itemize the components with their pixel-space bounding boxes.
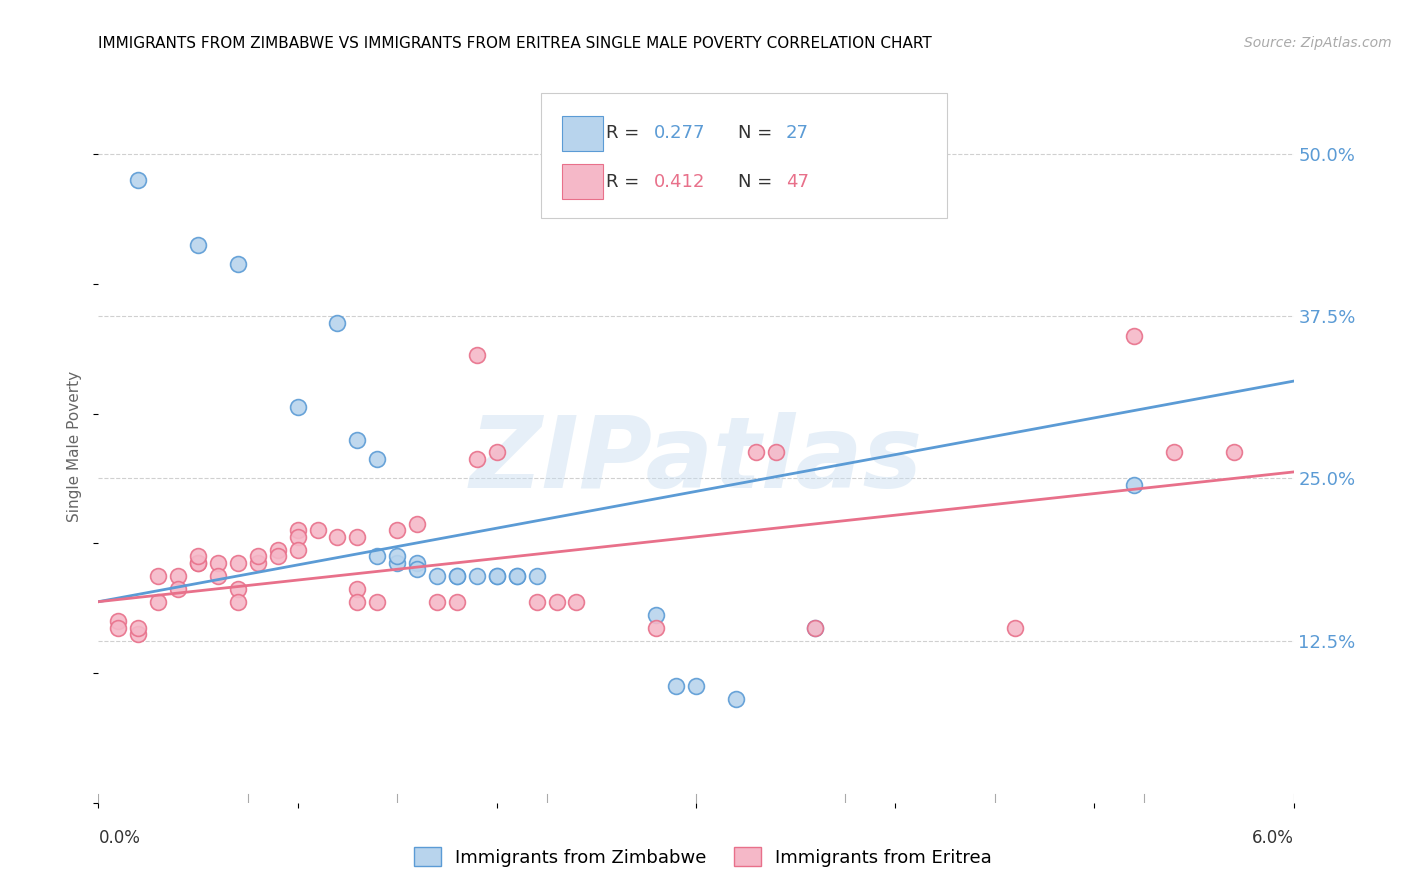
Point xyxy=(346,530,368,544)
Point xyxy=(446,568,468,582)
Point xyxy=(506,568,529,582)
Point xyxy=(187,556,209,570)
Point xyxy=(406,556,429,570)
Point xyxy=(107,621,129,635)
Text: 0.412: 0.412 xyxy=(654,173,706,191)
Point xyxy=(565,595,588,609)
Point xyxy=(426,568,449,582)
Point xyxy=(645,607,668,622)
FancyBboxPatch shape xyxy=(562,116,603,152)
Text: Source: ZipAtlas.com: Source: ZipAtlas.com xyxy=(1244,36,1392,50)
Point xyxy=(107,614,129,628)
Text: ZIPatlas: ZIPatlas xyxy=(470,412,922,508)
Point xyxy=(426,595,449,609)
Text: N =: N = xyxy=(738,125,778,143)
Point xyxy=(1223,445,1246,459)
Point xyxy=(526,595,548,609)
Text: 0.277: 0.277 xyxy=(654,125,706,143)
Text: IMMIGRANTS FROM ZIMBABWE VS IMMIGRANTS FROM ERITREA SINGLE MALE POVERTY CORRELAT: IMMIGRANTS FROM ZIMBABWE VS IMMIGRANTS F… xyxy=(98,36,932,51)
Point xyxy=(665,679,688,693)
Point xyxy=(226,582,249,596)
Point xyxy=(745,445,768,459)
Point xyxy=(307,524,329,538)
Point xyxy=(446,595,468,609)
Point xyxy=(546,595,568,609)
Point xyxy=(765,445,787,459)
Point xyxy=(1004,621,1026,635)
Point xyxy=(446,568,468,582)
Point xyxy=(246,549,269,564)
Point xyxy=(226,595,249,609)
Point xyxy=(326,316,349,330)
Point xyxy=(207,568,229,582)
Point xyxy=(287,524,309,538)
Point xyxy=(148,568,170,582)
Point xyxy=(1123,328,1146,343)
Point xyxy=(385,524,409,538)
Point xyxy=(506,568,529,582)
Point xyxy=(645,621,668,635)
Legend: Immigrants from Zimbabwe, Immigrants from Eritrea: Immigrants from Zimbabwe, Immigrants fro… xyxy=(406,840,1000,874)
Point xyxy=(187,556,209,570)
Point xyxy=(1163,445,1185,459)
Text: R =: R = xyxy=(606,173,645,191)
Point xyxy=(366,595,388,609)
Text: 6.0%: 6.0% xyxy=(1251,829,1294,847)
FancyBboxPatch shape xyxy=(540,93,948,218)
Point xyxy=(187,238,209,252)
Point xyxy=(465,568,488,582)
Point xyxy=(465,348,488,362)
Point xyxy=(385,549,409,564)
Point xyxy=(187,549,209,564)
Point xyxy=(804,621,827,635)
Point xyxy=(385,556,409,570)
Point xyxy=(346,582,368,596)
Point xyxy=(127,627,149,641)
Point xyxy=(366,549,388,564)
Point xyxy=(326,530,349,544)
Point xyxy=(226,556,249,570)
Point xyxy=(485,568,508,582)
Point xyxy=(465,452,488,467)
Point xyxy=(207,556,229,570)
Text: 27: 27 xyxy=(786,125,808,143)
Point xyxy=(406,516,429,531)
Point xyxy=(167,582,190,596)
Point xyxy=(267,549,290,564)
FancyBboxPatch shape xyxy=(562,164,603,199)
Point xyxy=(1123,478,1146,492)
Point xyxy=(127,173,149,187)
Point xyxy=(148,595,170,609)
Point xyxy=(685,679,707,693)
Point xyxy=(804,621,827,635)
Point xyxy=(485,568,508,582)
Point xyxy=(346,433,368,447)
Point xyxy=(267,542,290,557)
Point xyxy=(724,692,747,706)
Point xyxy=(167,568,190,582)
Text: R =: R = xyxy=(606,125,645,143)
Text: N =: N = xyxy=(738,173,778,191)
Text: 0.0%: 0.0% xyxy=(98,829,141,847)
Point xyxy=(346,595,368,609)
Point xyxy=(366,452,388,467)
Point xyxy=(406,562,429,576)
Point xyxy=(287,530,309,544)
Point xyxy=(226,257,249,271)
Text: 47: 47 xyxy=(786,173,808,191)
Point xyxy=(526,568,548,582)
Point xyxy=(127,621,149,635)
Point xyxy=(287,400,309,414)
Y-axis label: Single Male Poverty: Single Male Poverty xyxy=(67,370,83,522)
Point xyxy=(246,556,269,570)
Point xyxy=(287,542,309,557)
Point xyxy=(485,445,508,459)
